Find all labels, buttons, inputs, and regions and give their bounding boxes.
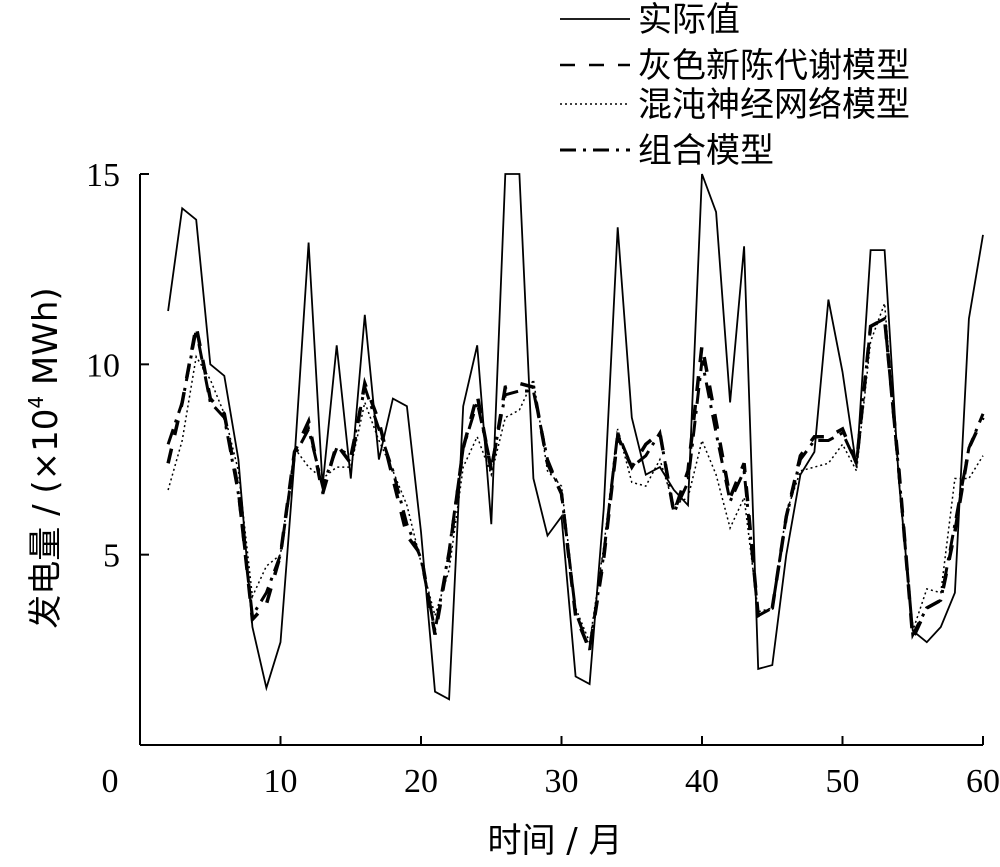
- x-tick-label: 50: [826, 763, 860, 800]
- x-tick-label: 10: [264, 763, 298, 800]
- series-actual-line: [167, 173, 984, 701]
- series-chaos-nn-line: [167, 303, 984, 646]
- y-tick-label: 5: [103, 538, 120, 575]
- ticks-layer: 0 10 20 30 40 50 60 5 10 15: [86, 157, 1000, 800]
- legend-label-actual: 实际值: [638, 0, 740, 40]
- legend-label-combined: 组合模型: [638, 131, 774, 171]
- series-combined-line: [166, 316, 985, 651]
- y-axis-title-prefix: 发电量 / (×10: [26, 409, 66, 629]
- y-tick-label: 15: [86, 157, 120, 194]
- legend-label-chaos-nn: 混沌神经网络模型: [638, 85, 910, 125]
- y-tick-label: 10: [86, 347, 120, 384]
- y-axis-title: 发电量 / (×104 MWh): [24, 287, 66, 628]
- series-layer: [166, 173, 985, 701]
- x-tick-label: 40: [685, 763, 719, 800]
- series-grey-metabolism-line: [166, 315, 985, 657]
- legend-label-grey-metabolism: 灰色新陈代谢模型: [638, 46, 910, 86]
- y-axis-title-exponent: 4: [24, 396, 48, 409]
- x-axis-title: 时间 / 月: [487, 821, 622, 861]
- x-tick-label: 0: [102, 763, 119, 800]
- legend: 实际值 灰色新陈代谢模型 混沌神经网络模型 组合模型: [560, 0, 910, 171]
- x-tick-label: 60: [966, 763, 1000, 800]
- x-tick-label: 30: [545, 763, 579, 800]
- x-tick-label: 20: [404, 763, 438, 800]
- y-axis-title-suffix: MWh): [26, 287, 66, 396]
